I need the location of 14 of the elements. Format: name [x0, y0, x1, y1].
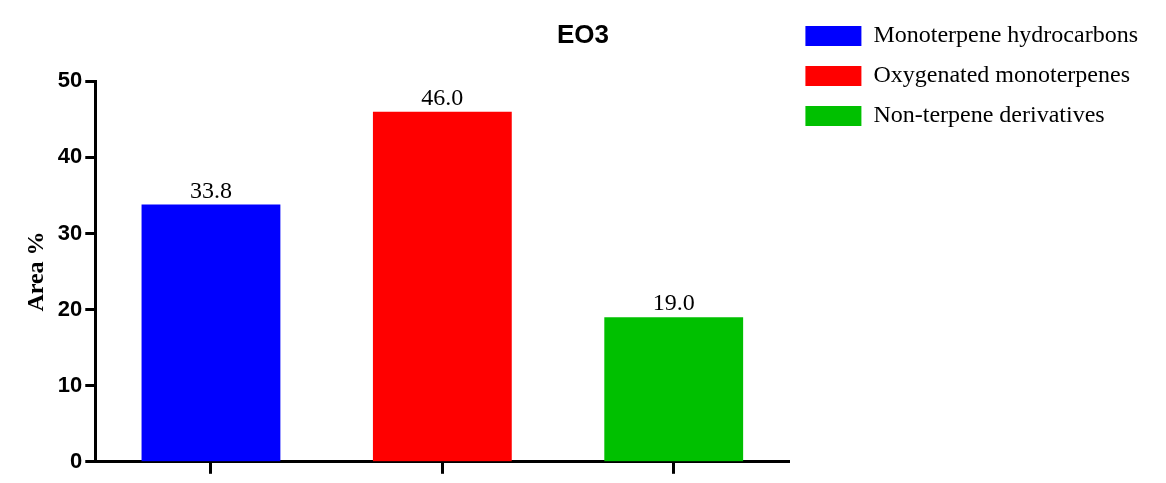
legend-label: Monoterpene hydrocarbons — [873, 21, 1139, 48]
y-tick-label: 10 — [57, 371, 83, 397]
data-label: 33.8 — [189, 176, 232, 203]
y-tick-label: 20 — [57, 295, 83, 321]
y-tick-label: 0 — [70, 447, 83, 473]
data-label: 19.0 — [652, 289, 695, 316]
chart-title: EO3 — [556, 18, 610, 49]
legend-label: Oxygenated monoterpenes — [873, 61, 1131, 88]
y-tick-label: 40 — [57, 143, 83, 169]
y-tick-label: 30 — [57, 219, 83, 245]
y-tick-label: 50 — [57, 67, 83, 93]
legend-label: Non-terpene derivatives — [873, 101, 1105, 128]
y-axis-title: Area % — [21, 231, 48, 312]
data-label: 46.0 — [421, 83, 464, 110]
